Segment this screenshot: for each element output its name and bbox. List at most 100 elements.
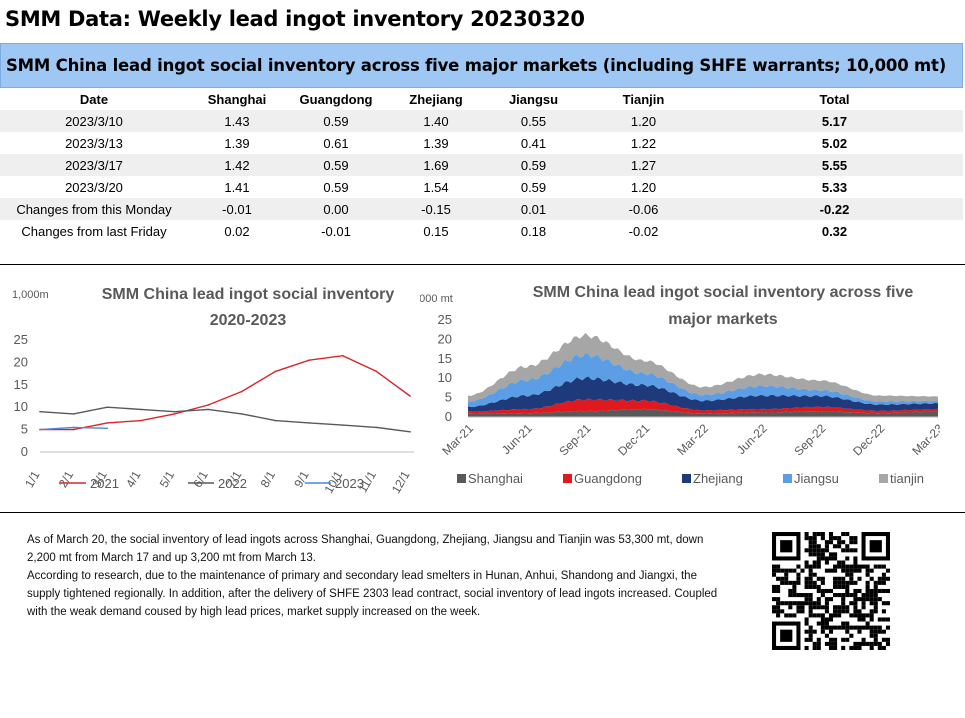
x-tick-label: Mar-22 (674, 421, 711, 458)
line-chart-2020-2023: 1,000m SMM China lead ingot social invent… (12, 286, 414, 496)
area-series-Guangdong (468, 398, 938, 415)
table-cell: 1.20 (630, 179, 657, 195)
table-cell: 1.27 (581, 154, 706, 176)
table-cell: -0.01 (188, 198, 286, 220)
table-cell: 0.41 (520, 135, 547, 151)
qr-modules (772, 532, 890, 650)
table-row: Changes from last Friday 0.02 -0.01 0.15 0.1… (0, 220, 963, 242)
x-tick-label: 6/1 (190, 468, 211, 490)
y-tick-label: 5 (21, 422, 28, 437)
data-point-2022 (274, 419, 277, 422)
table-cell: -0.02 (628, 223, 659, 239)
legend-label-2023: 2023 (335, 476, 364, 491)
area-series-Zhejiang (468, 376, 938, 412)
row-label: 2023/3/13 (65, 135, 123, 151)
table-cell: 1.54 (423, 179, 449, 195)
table-cell: 1.41 (224, 179, 250, 195)
total-cell: 5.17 (706, 110, 963, 132)
table-cell: 0.59 (520, 179, 547, 195)
legend-label-Zhejiang: Zhejiang (693, 471, 743, 486)
y-tick-label: 10 (14, 399, 28, 414)
table-cell: 0.59 (486, 154, 581, 176)
table-cell: 1.39 (224, 135, 250, 151)
area-series-Jiangsu (468, 352, 938, 408)
table-cell: -0.01 (321, 223, 351, 239)
col-header-jiangsu: Jiangsu (508, 91, 559, 107)
data-point-2021 (409, 395, 411, 397)
legend-label-tianjin: tianjin (890, 471, 924, 486)
section-divider-bottom (0, 512, 965, 513)
total-cell: 5.33 (821, 179, 848, 195)
table-cell: 1.20 (581, 110, 706, 132)
y-axis-unit-label: 1,000m (12, 289, 49, 301)
row-label: Changes from last Friday (21, 223, 167, 239)
summary-notes: As of March 20, the social inventory of … (27, 531, 727, 621)
legend-label-Guangdong: Guangdong (574, 471, 642, 486)
data-point-2022 (341, 424, 344, 426)
table-cell: 1.43 (188, 110, 286, 132)
y-tick-label: 25 (438, 312, 452, 327)
data-point-2021 (72, 428, 75, 431)
data-point-2022 (409, 431, 411, 433)
table-cell: 0.15 (423, 223, 449, 239)
x-tick-label: Jun-22 (734, 421, 770, 457)
col-header-shanghai: Shanghai (207, 91, 267, 107)
legend-swatch-Guangdong (563, 474, 572, 483)
y-tick-label: 10 (438, 370, 452, 385)
x-tick-label: Jun-21 (499, 421, 535, 457)
x-tick-label: 4/1 (123, 468, 144, 490)
area-series-Shanghai (468, 408, 938, 417)
y-tick-label: 20 (14, 354, 28, 369)
legend-label-2021: 2021 (90, 476, 119, 491)
table-cell: 0.59 (286, 154, 386, 176)
data-point-2022 (241, 413, 243, 415)
total-cell: 5.02 (821, 135, 848, 151)
data-point-2023 (39, 428, 41, 431)
data-point-2022 (308, 422, 310, 424)
table-cell: 1.42 (188, 154, 286, 176)
note-paragraph-2: According to research, due to the mainte… (27, 570, 718, 618)
table-cell: 0.18 (520, 223, 547, 239)
table-row: Changes from this Monday -0.01 0.00 -0.15 0.… (0, 198, 963, 220)
table-cell: 0.02 (224, 223, 250, 239)
col-header-total: Total (819, 91, 850, 107)
y-tick-label: 0 (21, 444, 28, 459)
legend-swatch-Jiangsu (783, 474, 792, 483)
table-cell: 1.39 (423, 135, 449, 151)
area-series-tianjin (468, 332, 938, 402)
data-point-2022 (106, 406, 109, 408)
section-divider (0, 264, 965, 265)
area-chart-five-markets: 1,000 mt SMM China lead ingot social inve… (420, 284, 940, 486)
chart-title: SMM China lead ingot social inventory 202… (102, 286, 395, 329)
x-tick-label: 9/1 (291, 468, 312, 490)
inventory-table: Date Shanghai Guangdong Zhejiang Jiangsu… (0, 88, 963, 242)
note-paragraph-1: As of March 20, the social inventory of … (27, 534, 704, 564)
data-point-2022 (375, 426, 378, 429)
qr-finder-pattern (861, 532, 890, 561)
x-tick-label: Sep-21 (556, 421, 593, 458)
col-header-tianjin: Tianjin (622, 91, 665, 107)
x-tick-label: Sep-22 (791, 421, 828, 458)
row-label: 2023/3/17 (0, 154, 188, 176)
y-tick-label: 15 (14, 377, 28, 392)
table-cell: 1.22 (630, 135, 657, 151)
table-cell: 0.00 (286, 198, 386, 220)
table-row: 2023/3/17 1.42 0.59 1.69 0.59 1.27 5.55 (0, 154, 963, 176)
y-tick-label: 20 (438, 331, 452, 346)
qr-code-icon (772, 532, 890, 650)
legend-label-Jiangsu: Jiangsu (794, 471, 839, 486)
chart-title: SMM China lead ingot social inventory ac… (533, 284, 914, 328)
y-tick-label: 0 (445, 409, 452, 424)
x-tick-label: 5/1 (157, 468, 178, 490)
data-point-2022 (207, 408, 209, 411)
total-cell: 5.55 (706, 154, 963, 176)
row-label: 2023/3/10 (0, 110, 188, 132)
table-row: 2023/3/13 1.39 0.61 1.39 0.41 1.22 5.02 (0, 132, 963, 154)
table-header-row: Date Shanghai Guangdong Zhejiang Jiangsu… (0, 88, 963, 110)
data-point-2021 (341, 354, 344, 357)
y-axis-unit-label: 1,000 mt (420, 293, 453, 305)
total-cell: -0.22 (706, 198, 963, 220)
col-header-date: Date (79, 91, 109, 107)
data-point-2023 (72, 426, 75, 429)
legend-label-Shanghai: Shanghai (468, 471, 523, 486)
